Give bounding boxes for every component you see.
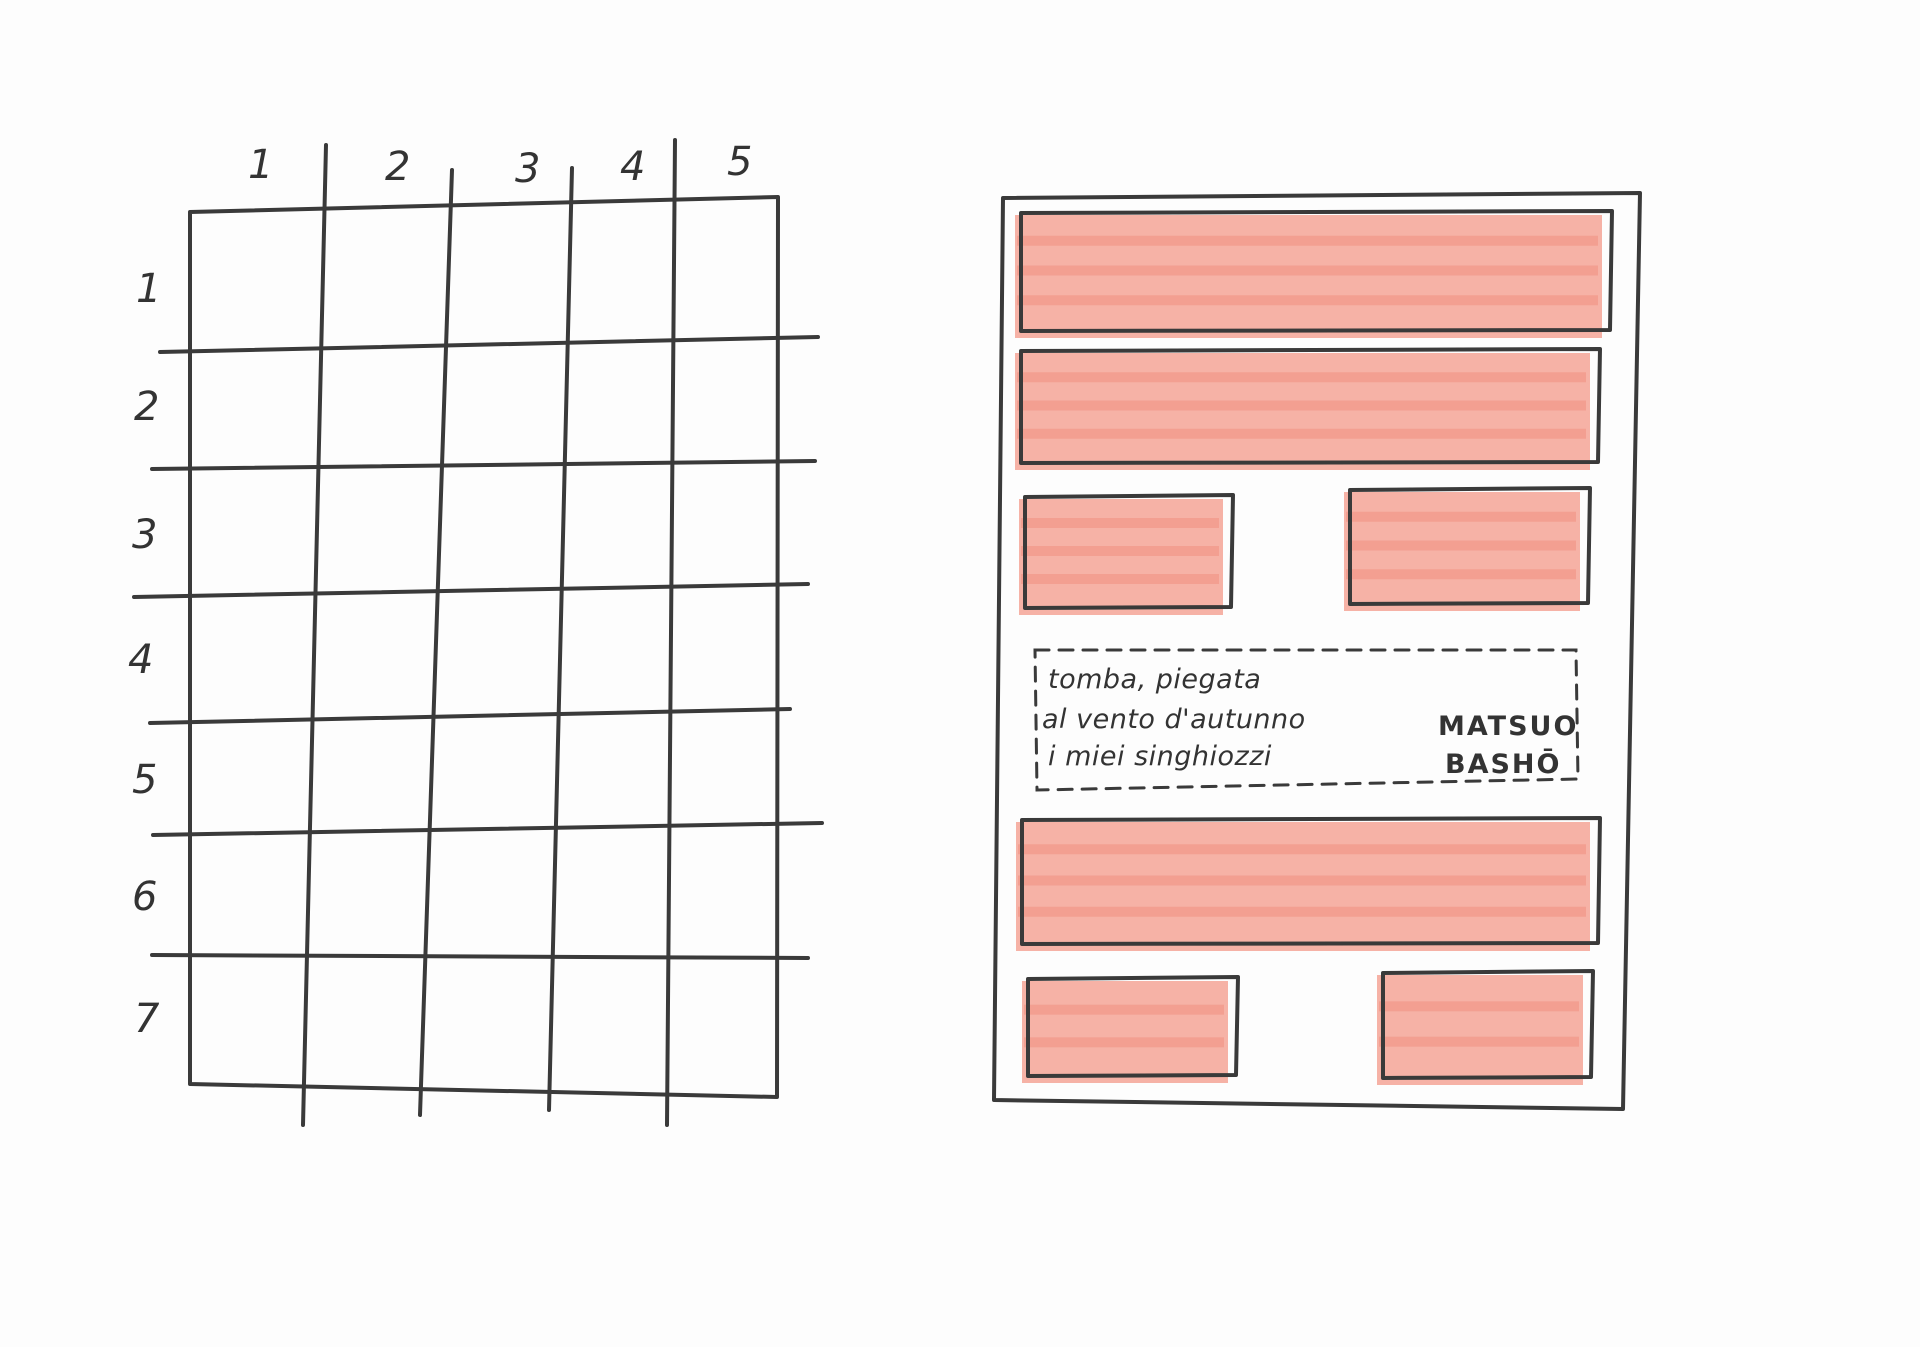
grid-column-line	[418, 168, 454, 1117]
grid-column-number: 3	[515, 146, 540, 192]
haiku-author-last: BASHŌ	[1445, 748, 1561, 780]
block-outline	[1023, 493, 1235, 610]
marker-stroke	[1346, 569, 1576, 580]
text-block-small	[1377, 969, 1595, 1085]
grid-row-line	[150, 953, 810, 960]
grid-column-number: 4	[620, 144, 645, 190]
grid-row-line	[148, 707, 792, 725]
block-outline	[1026, 975, 1240, 1078]
grid-column-number: 2	[385, 144, 410, 190]
marker-fill	[1015, 353, 1590, 470]
grid-row-number: 4	[128, 637, 153, 683]
marker-stroke	[1017, 428, 1586, 439]
marker-stroke	[1018, 844, 1586, 855]
marker-stroke	[1018, 906, 1586, 917]
block-outline	[1019, 209, 1614, 333]
text-block-wide	[1015, 347, 1602, 470]
marker-fill	[1016, 822, 1590, 951]
marker-stroke	[1024, 1004, 1224, 1015]
text-block-wide	[1015, 209, 1614, 338]
marker-fill	[1015, 215, 1602, 338]
haiku-author-first: MATSUO	[1438, 711, 1578, 742]
grid-row-line	[158, 335, 820, 354]
grid-row-number: 1	[136, 266, 161, 312]
grid-row-number: 3	[132, 512, 157, 558]
marker-stroke	[1017, 295, 1598, 306]
marker-stroke	[1017, 400, 1586, 411]
block-outline	[1381, 969, 1595, 1080]
haiku-line-1: tomba, piegata	[1048, 664, 1261, 695]
marker-stroke	[1021, 574, 1219, 584]
marker-stroke	[1379, 1001, 1579, 1012]
grid-column-number: 1	[248, 142, 273, 188]
text-block-small	[1019, 493, 1235, 615]
marker-fill	[1344, 492, 1580, 611]
marker-stroke	[1021, 546, 1219, 556]
marker-stroke	[1017, 235, 1598, 246]
haiku-line-3: i miei singhiozzi	[1048, 741, 1272, 772]
grid-row-number: 2	[134, 384, 159, 430]
grid-column-line	[547, 166, 574, 1112]
marker-stroke	[1379, 1036, 1579, 1047]
haiku-box	[1033, 648, 1580, 792]
marker-stroke	[1018, 875, 1586, 886]
grid-row-number: 5	[132, 757, 157, 803]
modular-grid: 1 2 3 4 5 1 2 3 4 5 6 7	[128, 138, 824, 1127]
block-outline	[1020, 816, 1602, 946]
block-outline	[1019, 347, 1602, 465]
marker-fill	[1022, 981, 1228, 1083]
marker-stroke	[1346, 511, 1576, 522]
text-block-small	[1022, 975, 1240, 1083]
grid-frame	[188, 195, 780, 1099]
grid-row-number: 6	[132, 874, 157, 920]
grid-column-line	[301, 143, 328, 1127]
grid-row-line	[150, 459, 817, 471]
marker-stroke	[1024, 1037, 1224, 1048]
marker-stroke	[1017, 372, 1586, 383]
grid-row-number: 7	[134, 996, 160, 1042]
marker-stroke	[1017, 265, 1598, 276]
block-outline	[1348, 486, 1592, 606]
text-block-small	[1344, 486, 1592, 611]
page-layout-sketch: tomba, piegata al vento d'autunno i miei…	[992, 191, 1642, 1111]
grid-column-line	[665, 138, 677, 1127]
marker-fill	[1019, 499, 1223, 615]
marker-stroke	[1021, 518, 1219, 528]
grid-row-line	[132, 582, 810, 599]
text-block-wide	[1016, 816, 1602, 951]
marker-stroke	[1346, 540, 1576, 551]
page-frame	[992, 191, 1642, 1111]
marker-fill	[1377, 975, 1583, 1085]
grid-column-number: 5	[727, 139, 752, 185]
grid-row-line	[151, 821, 824, 837]
haiku-line-2: al vento d'autunno	[1042, 704, 1306, 735]
